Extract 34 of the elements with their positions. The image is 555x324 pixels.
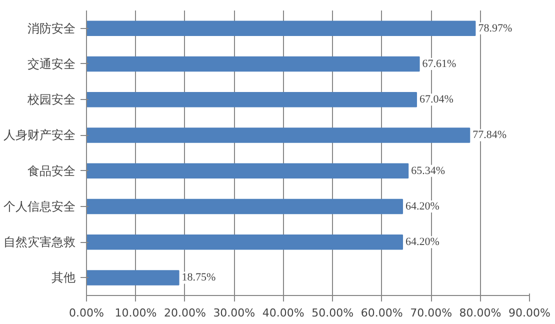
x-tick-label: 60.00% [360,306,403,320]
x-tick-label: 30.00% [213,306,256,320]
y-tick-label: 个人信息安全 [4,199,76,214]
bar [86,92,417,108]
bar [86,128,470,143]
y-tick-label: 人身财产安全 [4,128,76,142]
bar [86,163,409,178]
x-tick-label: 20.00% [164,306,206,320]
y-tick-label: 校园安全 [26,92,76,107]
y-tick-label: 其他 [52,270,76,285]
data-label: 67.04% [419,94,454,106]
x-tick-label: 80.00% [459,306,502,320]
data-label: 18.75% [182,272,216,284]
bar [86,20,476,36]
x-tick-label: 40.00% [262,306,304,320]
bar [86,56,420,72]
y-tick-label: 食品安全 [28,164,76,178]
data-label: 77.84% [472,129,507,142]
x-tick-label: 10.00% [114,306,157,320]
y-tick-label: 消防安全 [28,21,76,36]
x-tick-label: 0.00% [69,306,104,320]
data-label: 64.20% [406,200,440,212]
x-tick-label: 50.00% [312,306,354,320]
bar [86,198,404,214]
x-tick-label: 90.00% [508,306,550,320]
y-tick-label: 自然灾害急救 [4,235,76,250]
data-label: 64.20% [406,236,440,248]
y-tick-label: 交通安全 [28,56,76,71]
data-label: 67.61% [422,58,456,70]
data-label: 78.97% [478,22,512,34]
bar [86,234,404,250]
x-tick-label: 70.00% [410,306,452,320]
bar [86,270,180,286]
data-label: 65.34% [411,164,446,177]
